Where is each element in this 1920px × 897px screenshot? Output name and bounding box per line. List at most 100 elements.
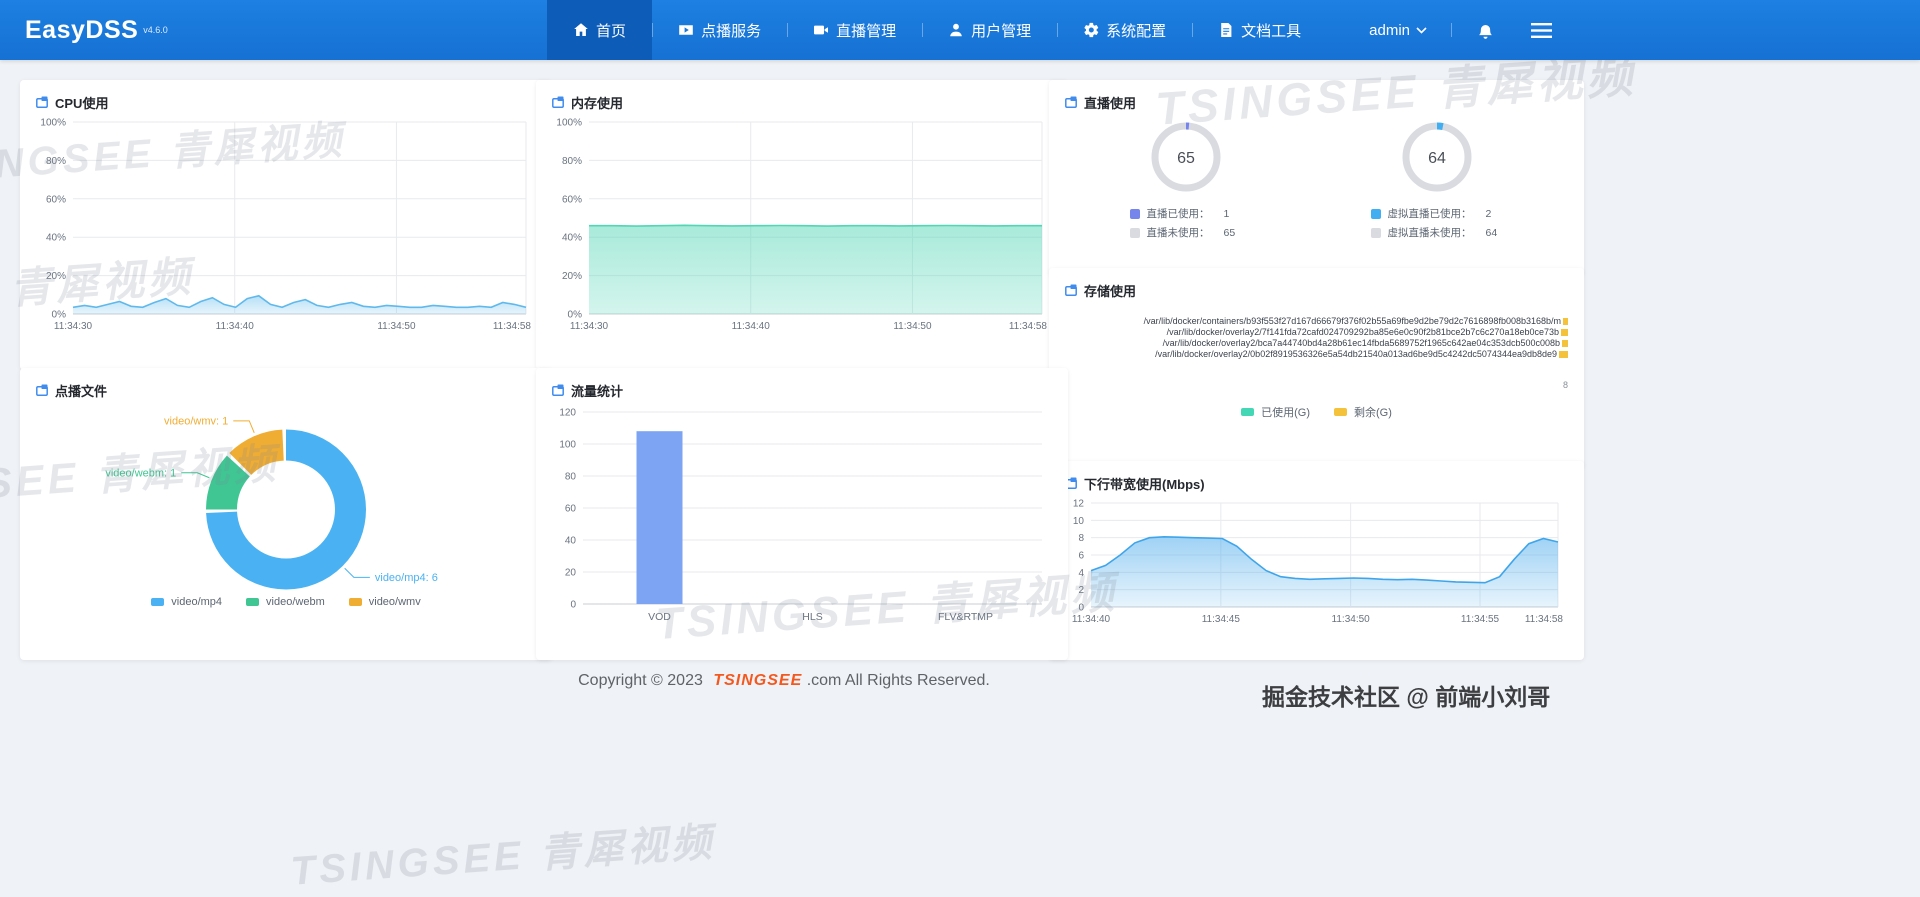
card-title: 直播使用	[1065, 92, 1568, 112]
card-title-text: 直播使用	[1084, 95, 1137, 111]
nav-item-user-manage[interactable]: 用户管理	[922, 0, 1057, 60]
storage-paths-chart: /var/lib/docker/containers/b93f553f27d16…	[1065, 316, 1568, 390]
nav-item-label: 直播管理	[836, 22, 897, 40]
app-version: v4.6.0	[143, 24, 168, 35]
card-title-text: 点播文件	[55, 383, 108, 399]
app-name: EasyDSS	[25, 15, 139, 44]
navbar-right: admin	[1369, 21, 1568, 40]
legend-item-webm[interactable]: video/webm	[246, 596, 325, 608]
svg-text:60%: 60%	[46, 194, 66, 205]
legend-item-wmv[interactable]: video/wmv	[348, 596, 421, 608]
user-menu[interactable]: admin	[1369, 22, 1427, 39]
storage-row: /var/lib/docker/overlay2/0b02f8919536326…	[1065, 349, 1568, 359]
svg-text:60: 60	[565, 504, 577, 515]
svg-text:100%: 100%	[40, 118, 66, 129]
tsingsee-logo: TSINGSEE	[713, 672, 803, 689]
dashboard-content: CPU使用 0% 20% 40% 60% 80% 100% 11:34:30 11:34:40…	[0, 60, 1584, 720]
storage-row: /var/lib/docker/overlay2/7f141fda72cafd0…	[1065, 327, 1568, 337]
svg-text:video/mp4: 6: video/mp4: 6	[375, 572, 438, 584]
svg-text:100%: 100%	[556, 118, 582, 129]
hamburger-menu-icon[interactable]	[1531, 22, 1552, 38]
svg-text:6: 6	[1078, 551, 1084, 562]
nav-item-label: 首页	[596, 22, 627, 40]
bell-icon[interactable]	[1476, 21, 1495, 40]
panel-icon	[36, 96, 48, 108]
nav-item-home[interactable]: 首页	[547, 0, 653, 60]
svg-text:11:34:50: 11:34:50	[1332, 614, 1371, 625]
card-title: 流量统计	[552, 380, 1052, 400]
vod-files-chart-svg: video/mp4: 6 video/webm: 1 video/wmv: 1	[105, 415, 438, 590]
gauge-ring-svg: 65	[1151, 122, 1220, 192]
gauge-1: 64 虚拟直播已使用： 2 虚拟直播未使用： 64	[1370, 116, 1504, 240]
gauge-legend-row: 虚拟直播未使用： 64	[1370, 225, 1504, 240]
navbar-inner: EasyDSS v4.6.0 首页 点播服务 直播管理 用户管理 系统配	[0, 0, 1568, 60]
svg-text:64: 64	[1428, 150, 1446, 167]
nav-item-label: 文档工具	[1241, 22, 1302, 40]
panel-icon	[36, 384, 48, 396]
panel-icon	[552, 384, 564, 396]
gauge-legend-row: 直播已使用： 1	[1129, 206, 1242, 221]
camcorder-icon	[813, 22, 829, 38]
card-title-text: 下行带宽使用(Mbps)	[1084, 476, 1205, 492]
traffic-chart-svg: 0 20 40 60 80 100 120 VOD HLS FLV&RTMP	[559, 408, 1042, 623]
svg-text:11:34:40: 11:34:40	[1072, 614, 1111, 625]
legend-chip	[1334, 408, 1347, 416]
card-title: CPU使用	[36, 92, 536, 112]
svg-text:11:34:40: 11:34:40	[216, 321, 255, 332]
svg-text:2: 2	[1078, 585, 1084, 596]
document-icon	[1218, 22, 1234, 38]
svg-text:11:34:58: 11:34:58	[493, 321, 532, 332]
legend-chip	[1241, 408, 1255, 416]
gauge-legend-row: 虚拟直播已使用： 2	[1370, 206, 1504, 221]
svg-text:8: 8	[1078, 533, 1084, 544]
nav-item-doc-tools[interactable]: 文档工具	[1192, 0, 1327, 60]
svg-text:0%: 0%	[52, 310, 67, 321]
svg-text:video/wmv: 1: video/wmv: 1	[164, 415, 228, 427]
svg-text:100: 100	[559, 440, 576, 451]
nav-item-label: 系统配置	[1106, 22, 1167, 40]
svg-text:VOD: VOD	[648, 611, 671, 623]
storage-row: /var/lib/docker/containers/b93f553f27d16…	[1065, 316, 1568, 326]
legend-item-remaining[interactable]: 剩余(G)	[1334, 404, 1392, 420]
main-menu: 首页 点播服务 直播管理 用户管理 系统配置 文档工具	[547, 0, 1327, 60]
legend-item-used[interactable]: 已使用(G)	[1241, 404, 1310, 420]
card-title-text: 存储使用	[1084, 283, 1137, 299]
live-usage-gauges: 65 直播已使用： 1 直播未使用： 65 64 虚拟直播已使用： 2 虚拟直播未使用： 64	[1065, 116, 1568, 240]
app-logo[interactable]: EasyDSS v4.6.0	[0, 16, 168, 45]
svg-text:120: 120	[559, 408, 576, 419]
svg-text:11:34:30: 11:34:30	[570, 321, 609, 332]
svg-text:11:34:30: 11:34:30	[54, 321, 93, 332]
svg-text:10: 10	[1073, 516, 1085, 527]
user-icon	[948, 22, 964, 38]
svg-text:11:34:50: 11:34:50	[377, 321, 416, 332]
cpu-usage-card: CPU使用 0% 20% 40% 60% 80% 100% 11:34:30 11:34:40…	[20, 80, 552, 370]
svg-text:HLS: HLS	[802, 611, 822, 623]
chevron-down-icon	[1416, 26, 1427, 34]
gear-icon	[1083, 22, 1099, 38]
nav-item-vod-service[interactable]: 点播服务	[652, 0, 787, 60]
svg-text:11:34:58: 11:34:58	[1009, 321, 1048, 332]
nav-item-system-config[interactable]: 系统配置	[1057, 0, 1192, 60]
legend-item-mp4[interactable]: video/mp4	[151, 596, 222, 608]
svg-text:12: 12	[1073, 499, 1085, 510]
footer-copyright: Copyright © 2023 TSINGSEE .com All Right…	[0, 672, 1568, 690]
legend-label: video/mp4	[171, 596, 223, 608]
legend-label: video/webm	[266, 596, 325, 608]
traffic-bar-chart: 0 20 40 60 80 100 120 VOD HLS FLV&RTMP	[552, 402, 1052, 628]
svg-text:80%: 80%	[562, 156, 582, 167]
live-usage-card: 直播使用 65 直播已使用： 1 直播未使用： 65 64 虚拟直播已使用： 2 虚拟直播未使用…	[1049, 80, 1584, 275]
svg-text:11:34:50: 11:34:50	[893, 321, 932, 332]
card-title-text: CPU使用	[55, 95, 109, 111]
play-video-icon	[678, 22, 694, 38]
legend-label: 已使用(G)	[1261, 407, 1310, 419]
copyright-prefix: Copyright © 2023	[578, 672, 703, 689]
svg-text:20%: 20%	[46, 271, 66, 282]
storage-legend: 已使用(G) 剩余(G)	[1065, 404, 1568, 420]
svg-text:FLV&RTMP: FLV&RTMP	[938, 611, 993, 623]
top-navbar: EasyDSS v4.6.0 首页 点播服务 直播管理 用户管理 系统配	[0, 0, 1920, 60]
legend-chip	[151, 598, 165, 606]
divider	[1451, 23, 1452, 37]
cpu-chart-svg: 0% 20% 40% 60% 80% 100% 11:34:30 11:34:40 11:34:…	[40, 118, 532, 333]
panel-icon	[552, 96, 564, 108]
nav-item-live-manage[interactable]: 直播管理	[787, 0, 922, 60]
